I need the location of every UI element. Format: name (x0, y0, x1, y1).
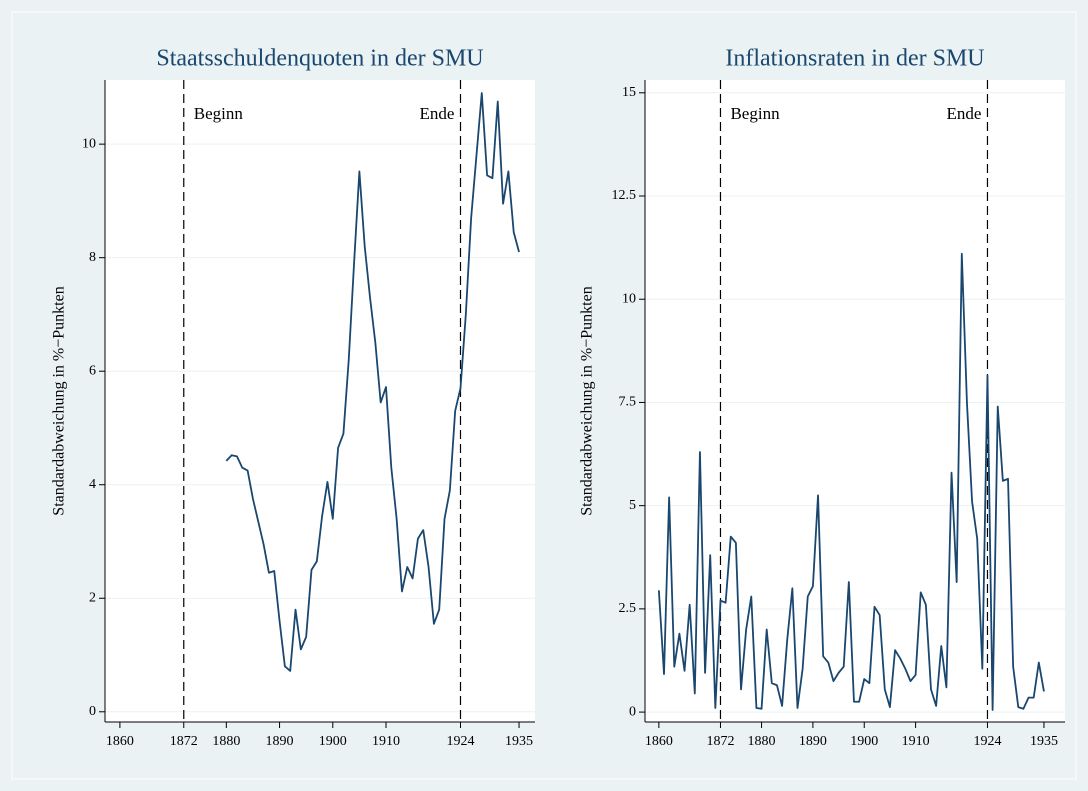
x-tick-label: 1860 (106, 734, 134, 749)
chart-title: Staatsschuldenquoten in der SMU (156, 46, 483, 72)
x-tick-label: 1890 (799, 734, 827, 749)
y-axis-label: Standardabweichung in %−Punkten (51, 286, 68, 515)
x-tick-label: 1924 (973, 734, 1001, 749)
y-tick-label: 7.5 (619, 395, 637, 410)
annotation: Ende (947, 104, 982, 123)
x-tick-label: 1890 (266, 734, 294, 749)
x-tick-label: 1910 (902, 734, 930, 749)
x-tick-label: 1924 (446, 734, 474, 749)
x-tick-label: 1860 (645, 734, 673, 749)
x-tick-label: 1880 (748, 734, 776, 749)
y-tick-label: 12.5 (612, 188, 637, 203)
x-tick-label: 1872 (706, 734, 734, 749)
y-tick-label: 5 (629, 498, 636, 513)
y-axis-label: Standardabweichung in %−Punkten (579, 286, 596, 515)
y-tick-label: 2.5 (619, 601, 637, 616)
y-tick-label: 0 (629, 704, 636, 719)
x-tick-label: 1935 (1030, 734, 1058, 749)
x-tick-label: 1935 (505, 734, 533, 749)
y-tick-label: 0 (89, 704, 96, 719)
x-tick-label: 1910 (372, 734, 400, 749)
x-tick-label: 1880 (212, 734, 240, 749)
chart-title: Inflationsraten in der SMU (725, 46, 984, 72)
y-tick-label: 4 (89, 477, 96, 492)
y-tick-label: 6 (89, 363, 96, 378)
plot-area (105, 80, 535, 722)
y-tick-label: 8 (89, 250, 96, 265)
data-line (225, 92, 520, 672)
x-tick-label: 1872 (170, 734, 198, 749)
x-tick-label: 1900 (850, 734, 878, 749)
y-tick-label: 10 (82, 136, 96, 151)
y-tick-label: 2 (89, 590, 96, 605)
data-line (657, 252, 1045, 711)
annotation: Beginn (194, 104, 244, 123)
y-tick-label: 10 (622, 291, 636, 306)
x-tick-label: 1900 (319, 734, 347, 749)
y-tick-label: 15 (622, 85, 636, 100)
frame (11, 11, 1077, 780)
annotation: Ende (420, 104, 455, 123)
annotation: Beginn (730, 104, 780, 123)
